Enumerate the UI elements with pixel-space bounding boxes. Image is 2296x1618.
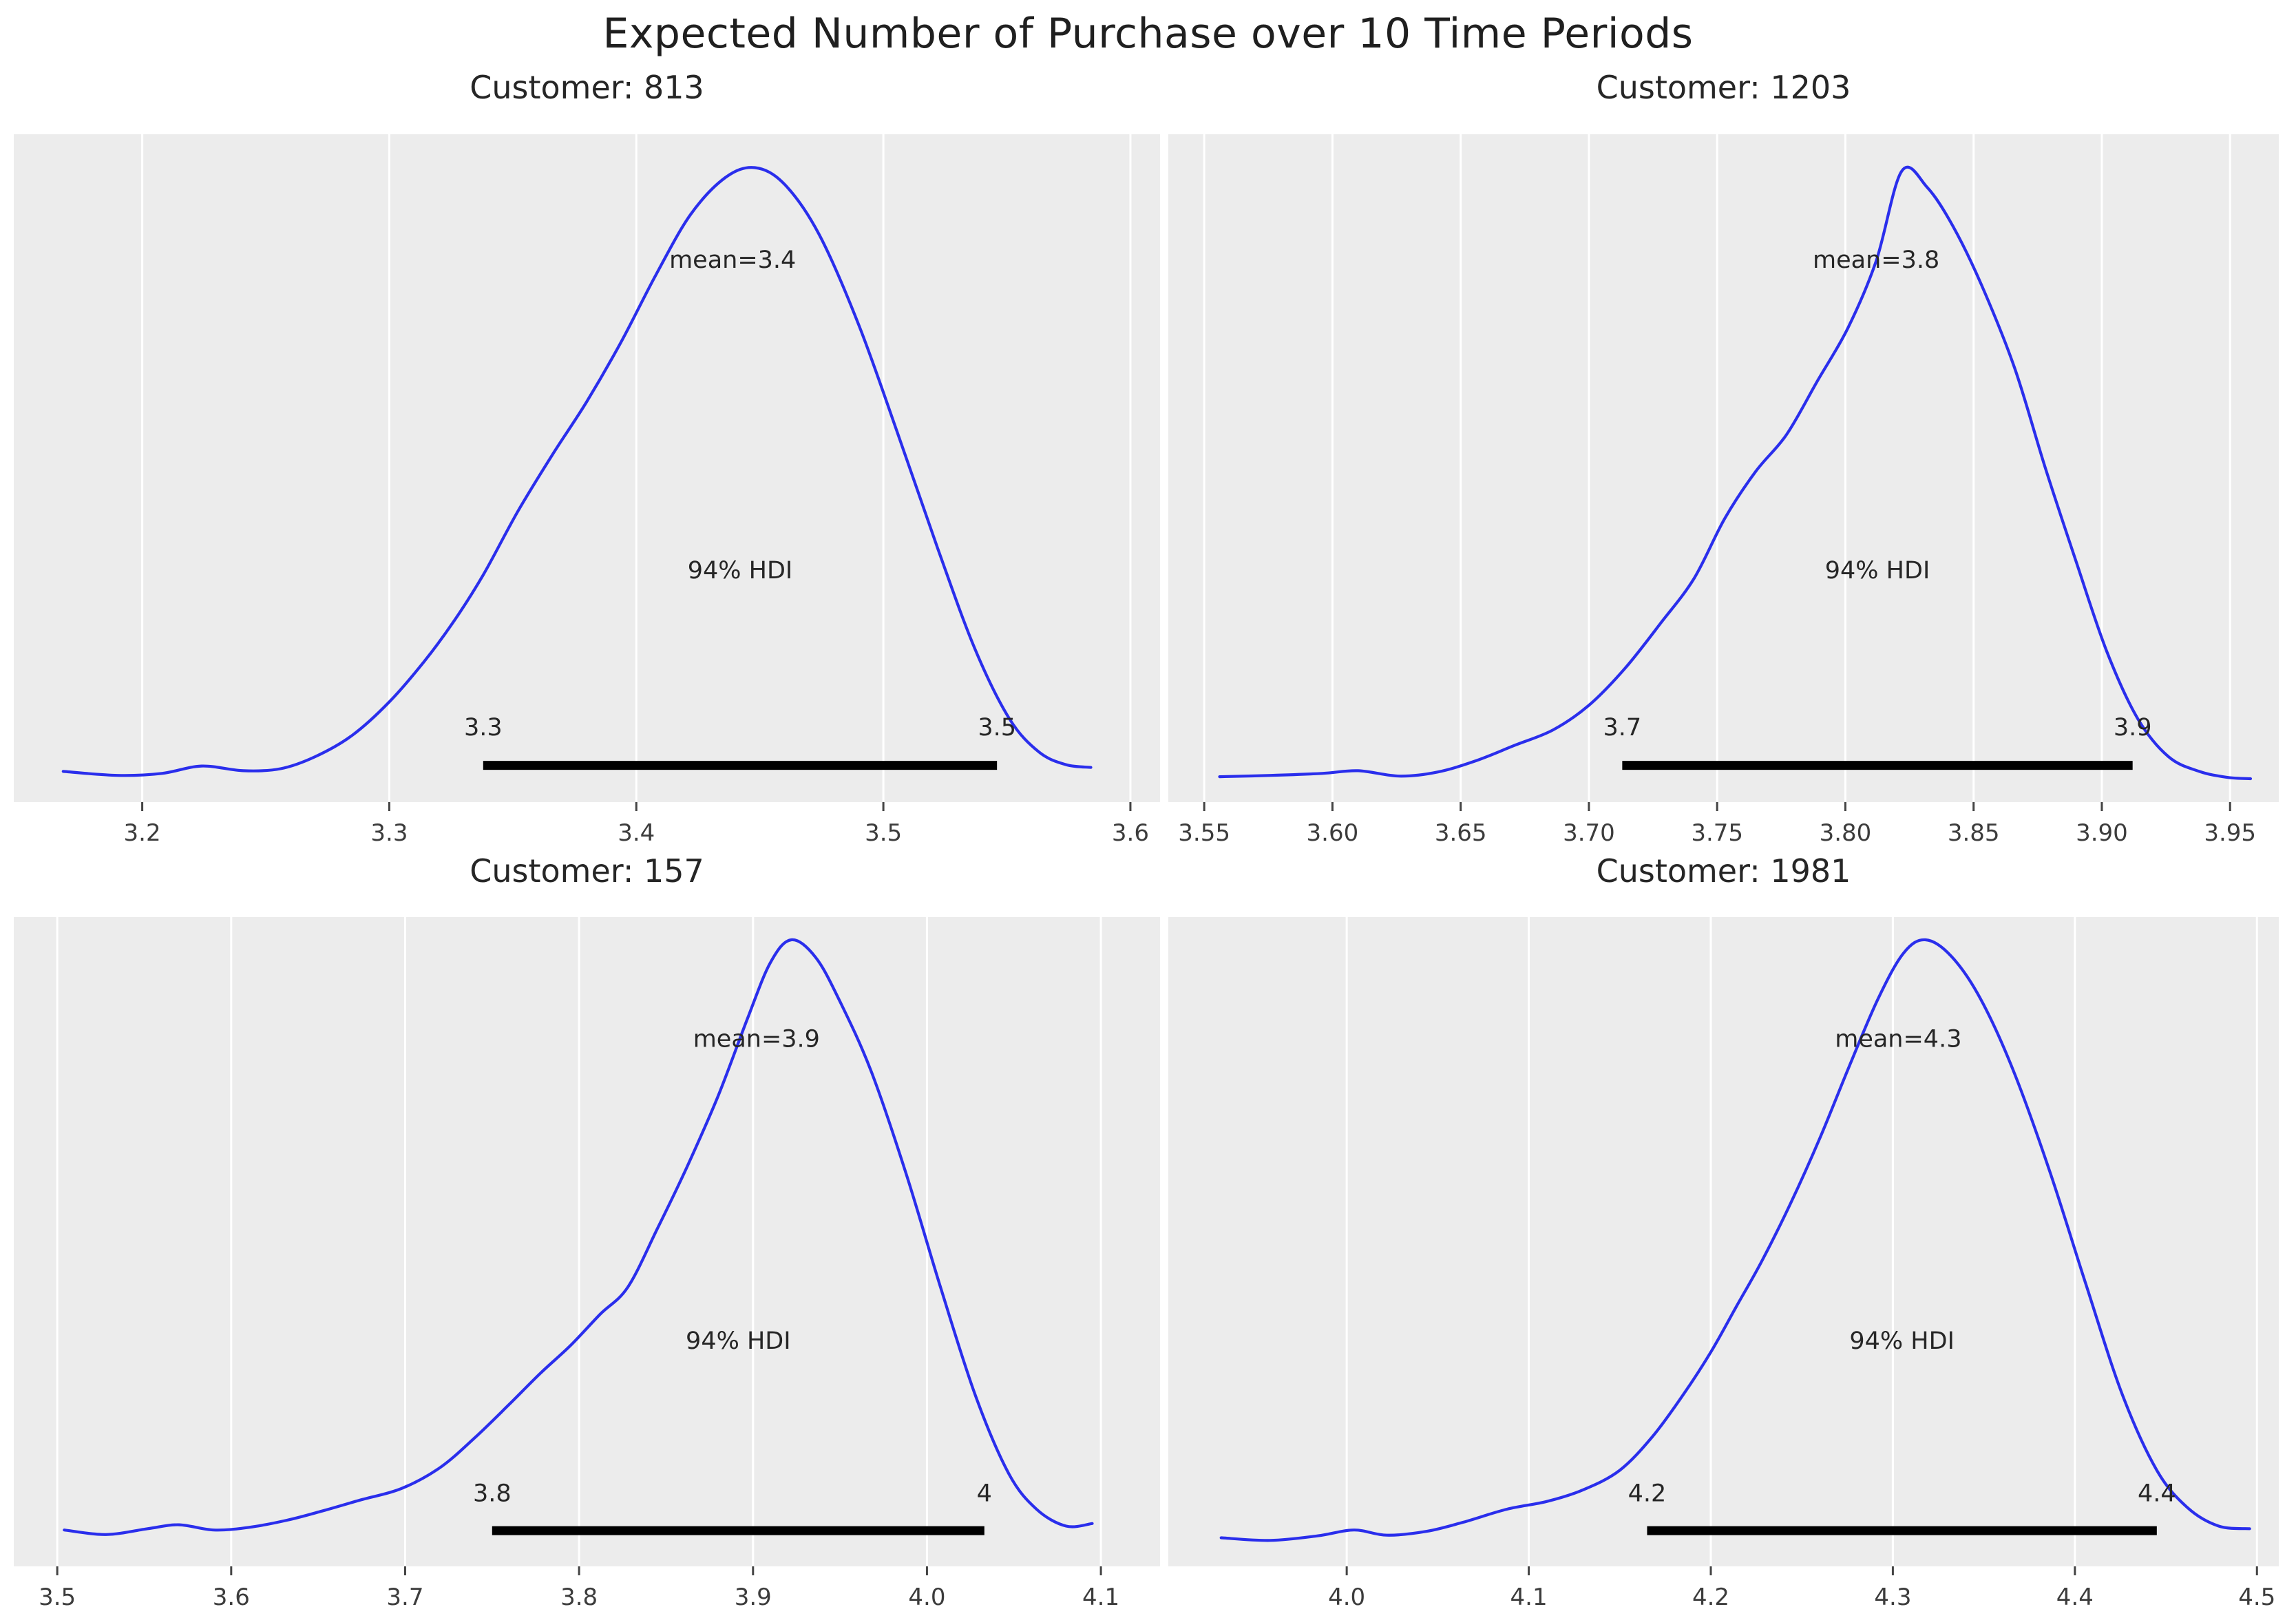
x-tick-label: 4.5 xyxy=(2238,1584,2275,1611)
x-tick-label: 3.6 xyxy=(1112,819,1149,847)
x-tick-label: 4.1 xyxy=(1082,1584,1119,1611)
subplot-title: Customer: 157 xyxy=(470,852,704,890)
x-tick-label: 3.85 xyxy=(1948,819,2000,847)
subplot-title: Customer: 1203 xyxy=(1596,69,1851,106)
x-tick-label: 3.9 xyxy=(735,1584,772,1611)
x-tick-label: 3.3 xyxy=(370,819,408,847)
x-tick-label: 3.65 xyxy=(1435,819,1487,847)
kde-curve xyxy=(1219,938,2251,1542)
subplot-customer-157: Customer: 157 3.5 3.6 3.7 3.8 3.9 4.0 4.1 3.8 4 9… xyxy=(14,852,1160,1618)
kde-plot-canvas: 4.0 4.1 4.2 4.3 4.4 4.5 4.2 4.4 94% HDI mean=4.3 xyxy=(1168,917,2279,1611)
hdi-bar xyxy=(1622,761,2133,770)
hdi-bar xyxy=(1647,1526,2157,1535)
x-tick-label: 3.90 xyxy=(2076,819,2128,847)
x-tick-label: 3.55 xyxy=(1178,819,1230,847)
x-tick-label: 3.75 xyxy=(1691,819,1743,847)
hdi-lower-label: 3.7 xyxy=(1603,714,1642,742)
mean-label: mean=3.9 xyxy=(693,1026,820,1053)
x-tick-label: 3.60 xyxy=(1307,819,1359,847)
x-tick-label: 3.70 xyxy=(1563,819,1615,847)
x-tick-label: 3.4 xyxy=(618,819,655,847)
subplot-customer-1203: Customer: 1203 3.55 3.60 3.65 3.70 3.75 3.80 3… xyxy=(1168,69,2279,864)
kde-curve xyxy=(63,938,1094,1536)
mean-label: mean=4.3 xyxy=(1835,1026,1961,1053)
hdi-bar xyxy=(492,1526,984,1535)
x-tick-label: 3.7 xyxy=(386,1584,423,1611)
mean-label: mean=3.4 xyxy=(669,246,796,274)
hdi-interval-label: 94% HDI xyxy=(686,1327,791,1355)
plot-background xyxy=(14,134,1160,802)
kde-curve xyxy=(1218,165,2253,781)
kde-plot-canvas: 3.2 3.3 3.4 3.5 3.6 3.3 3.5 94% HDI mean=3.4 xyxy=(14,134,1160,847)
hdi-lower-label: 3.3 xyxy=(464,714,503,742)
x-tick-label: 4.4 xyxy=(2056,1584,2094,1611)
x-tick-label: 3.80 xyxy=(1820,819,1872,847)
hdi-lower-label: 3.8 xyxy=(473,1480,512,1508)
subplot-customer-813: Customer: 813 3.2 3.3 3.4 3.5 3.6 3.3 3.5 94% H… xyxy=(14,69,1160,864)
plot-background xyxy=(14,917,1160,1566)
x-tick-label: 3.5 xyxy=(865,819,902,847)
figure-title: Expected Number of Purchase over 10 Time… xyxy=(602,10,1694,58)
subplot-customer-1981: Customer: 1981 4.0 4.1 4.2 4.3 4.4 4.5 4.2 4.4 9… xyxy=(1168,852,2279,1618)
x-tick-label: 4.3 xyxy=(1874,1584,1911,1611)
plot-background xyxy=(1168,134,2279,802)
x-tick-label: 4.1 xyxy=(1510,1584,1548,1611)
subplot-title: Customer: 1981 xyxy=(1596,852,1851,890)
kde-plot-canvas: 3.55 3.60 3.65 3.70 3.75 3.80 3.85 3.90 3.95 3.7 3… xyxy=(1168,134,2279,847)
mean-label: mean=3.8 xyxy=(1813,246,1939,274)
x-tick-label: 4.2 xyxy=(1692,1584,1729,1611)
x-tick-label: 4.0 xyxy=(1328,1584,1365,1611)
x-tick-label: 3.6 xyxy=(213,1584,250,1611)
hdi-interval-label: 94% HDI xyxy=(1825,557,1930,585)
subplot-title: Customer: 813 xyxy=(470,69,704,106)
x-tick-label: 4.0 xyxy=(908,1584,945,1611)
hdi-upper-label: 3.5 xyxy=(978,714,1016,742)
hdi-interval-label: 94% HDI xyxy=(1849,1327,1955,1355)
hdi-upper-label: 4.4 xyxy=(2138,1480,2176,1508)
x-tick-label: 3.8 xyxy=(560,1584,598,1611)
hdi-lower-label: 4.2 xyxy=(1628,1480,1667,1508)
hdi-upper-label: 4 xyxy=(977,1480,992,1508)
hdi-interval-label: 94% HDI xyxy=(688,557,793,585)
hdi-upper-label: 3.9 xyxy=(2114,714,2152,742)
kde-curve xyxy=(61,166,1093,777)
x-tick-label: 3.95 xyxy=(2204,819,2256,847)
hdi-bar xyxy=(483,761,998,770)
x-tick-label: 3.5 xyxy=(39,1584,76,1611)
plot-background xyxy=(1168,917,2279,1566)
kde-plot-canvas: 3.5 3.6 3.7 3.8 3.9 4.0 4.1 3.8 4 94% HDI mean=3.9 xyxy=(14,917,1160,1611)
x-tick-label: 3.2 xyxy=(124,819,161,847)
